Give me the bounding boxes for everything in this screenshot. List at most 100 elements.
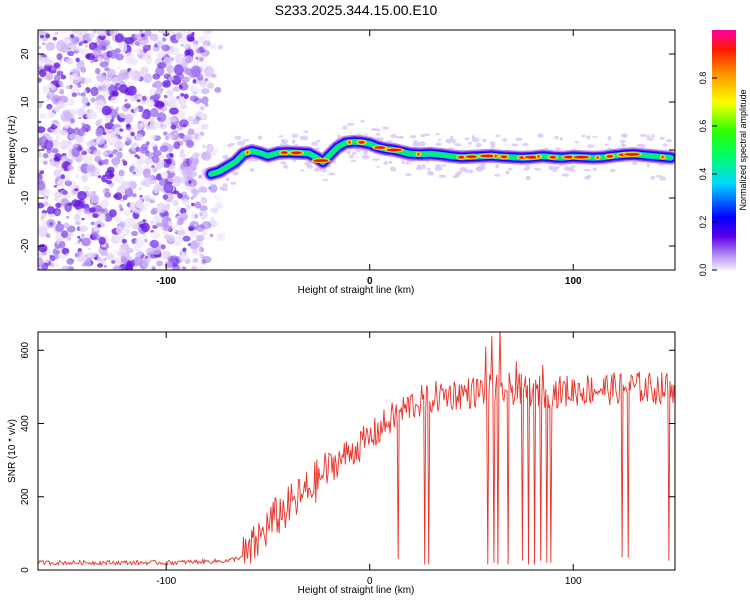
haze-speckle	[454, 143, 462, 147]
noise-speckle	[195, 112, 202, 117]
noise-speckle	[173, 190, 180, 195]
noise-speckle	[114, 124, 118, 127]
noise-speckle	[209, 233, 214, 238]
noise-speckle	[71, 92, 78, 97]
noise-speckle	[202, 40, 211, 47]
noise-speckle	[123, 233, 127, 237]
noise-speckle	[159, 30, 167, 34]
haze-speckle	[640, 143, 646, 149]
noise-speckle	[178, 54, 185, 58]
noise-speckle	[90, 86, 99, 97]
haze-speckle	[219, 187, 225, 191]
noise-speckle	[85, 148, 91, 154]
noise-speckle	[157, 218, 163, 224]
noise-speckle	[45, 72, 54, 80]
noise-speckle	[104, 212, 113, 222]
noise-speckle	[38, 30, 43, 37]
haze-speckle	[294, 143, 299, 147]
spectrogram-heatmap	[31, 30, 675, 270]
noise-speckle	[68, 202, 73, 207]
noise-speckle	[38, 151, 43, 158]
noise-speckle	[185, 49, 192, 56]
noise-speckle	[132, 171, 136, 175]
noise-speckle	[125, 263, 134, 270]
noise-speckle	[207, 82, 215, 89]
haze-speckle	[495, 134, 501, 138]
haze-speckle	[646, 162, 650, 168]
noise-speckle	[81, 237, 91, 247]
noise-speckle	[153, 185, 161, 193]
haze-speckle	[278, 135, 284, 138]
noise-speckle	[74, 242, 78, 245]
noise-speckle	[123, 209, 131, 217]
noise-speckle	[90, 201, 94, 206]
noise-speckle	[135, 123, 143, 131]
noise-speckle	[150, 209, 157, 215]
haze-speckle	[342, 125, 348, 130]
noise-speckle	[68, 133, 78, 141]
noise-speckle	[207, 30, 213, 34]
ridge-hotspot	[466, 155, 477, 158]
ridge-hotspot	[480, 154, 495, 158]
noise-speckle	[141, 160, 145, 164]
noise-speckle	[177, 230, 183, 236]
noise-speckle	[161, 44, 170, 52]
noise-speckle	[136, 250, 144, 256]
noise-speckle	[214, 201, 224, 210]
noise-speckle	[43, 160, 48, 165]
noise-speckle	[182, 41, 190, 50]
noise-speckle	[67, 50, 75, 56]
noise-speckle	[151, 179, 158, 185]
noise-speckle	[72, 79, 80, 85]
noise-speckle	[82, 155, 93, 165]
noise-speckle	[183, 134, 193, 142]
haze-speckle	[592, 135, 598, 138]
haze-speckle	[242, 139, 250, 142]
noise-speckle	[192, 79, 197, 84]
noise-speckle	[195, 224, 205, 232]
noise-speckle	[39, 170, 45, 175]
noise-speckle	[154, 215, 160, 220]
haze-speckle	[475, 142, 482, 148]
noise-speckle	[108, 154, 114, 158]
noise-speckle	[201, 96, 209, 105]
noise-speckle	[143, 48, 148, 54]
noise-speckle	[146, 150, 150, 154]
noise-speckle	[52, 36, 57, 41]
noise-speckle	[192, 248, 198, 254]
y-tick-label: 400	[20, 415, 31, 432]
noise-speckle	[32, 194, 38, 198]
noise-speckle	[68, 164, 73, 168]
noise-speckle	[60, 84, 64, 88]
noise-speckle	[205, 179, 214, 187]
noise-speckle	[127, 81, 133, 87]
noise-speckle	[119, 128, 124, 132]
noise-speckle	[217, 44, 224, 50]
noise-speckle	[59, 167, 64, 172]
noise-speckle	[111, 157, 121, 166]
noise-speckle	[82, 186, 90, 192]
noise-speckle	[111, 125, 116, 130]
noise-speckle	[60, 44, 69, 53]
haze-speckle	[459, 167, 468, 172]
haze-speckle	[382, 126, 390, 130]
noise-speckle	[45, 33, 51, 39]
noise-speckle	[31, 59, 37, 65]
noise-speckle	[125, 123, 131, 128]
noise-speckle	[199, 253, 205, 259]
noise-speckle	[100, 250, 108, 257]
haze-speckle	[609, 168, 616, 173]
noise-speckle	[162, 80, 171, 88]
noise-speckle	[104, 122, 115, 130]
ridge-hotspot	[458, 156, 465, 159]
haze-speckle	[505, 170, 510, 175]
noise-speckle	[162, 37, 167, 42]
noise-speckle	[81, 96, 89, 105]
noise-speckle	[177, 193, 183, 199]
noise-speckle	[182, 198, 189, 207]
noise-speckle	[167, 220, 173, 226]
noise-speckle	[193, 113, 200, 121]
noise-speckle	[78, 116, 82, 120]
noise-speckle	[106, 82, 111, 88]
